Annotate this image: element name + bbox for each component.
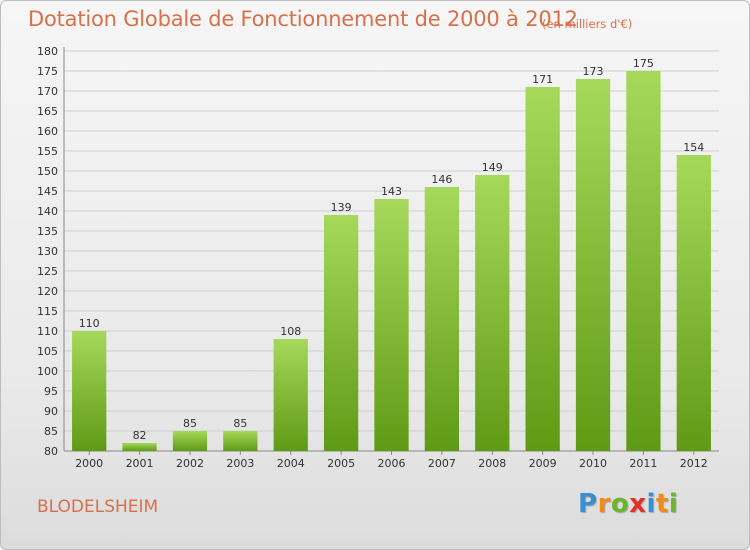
y-tick-label: 165 (37, 105, 58, 118)
logo-letter: P (578, 489, 598, 519)
x-tick-label: 2006 (378, 457, 406, 470)
bar (223, 431, 258, 451)
x-tick-label: 2004 (277, 457, 305, 470)
bar (323, 215, 359, 451)
x-tick-label: 2005 (327, 457, 355, 470)
proxiti-logo: Proxiti (578, 489, 678, 519)
bar (122, 443, 157, 451)
bar (575, 79, 611, 451)
logo-letter: o (610, 489, 630, 519)
bar-value-label: 82 (133, 429, 147, 442)
x-tick-label: 2009 (529, 457, 557, 470)
bar-value-label: 146 (431, 173, 452, 186)
bar-value-label: 108 (280, 325, 301, 338)
bar (374, 199, 409, 451)
data-labels: 110 82 85 85 108 139 143 146 149 171 173 175 154 (79, 57, 705, 442)
bar (72, 331, 107, 451)
y-tick-label: 155 (37, 145, 58, 158)
y-tick-label: 125 (37, 265, 58, 278)
chart-title: Dotation Globale de Fonctionnement de 20… (28, 7, 578, 31)
unit-note: (en milliers d'€) (542, 17, 633, 31)
y-tick-label: 90 (44, 405, 58, 418)
y-tick-label: 100 (37, 365, 58, 378)
bar-value-label: 171 (532, 73, 553, 86)
bar-value-label: 175 (633, 57, 654, 70)
bar-value-label: 85 (233, 417, 247, 430)
x-tick-label: 2010 (579, 457, 607, 470)
bar (525, 87, 560, 451)
logo-letter: x (629, 489, 647, 519)
bar-value-label: 139 (331, 201, 352, 214)
bars (72, 71, 711, 451)
bar (273, 339, 308, 451)
y-tick-label: 140 (37, 205, 58, 218)
bar (626, 71, 661, 451)
y-tick-label: 110 (37, 325, 58, 338)
bar-value-label: 154 (683, 141, 704, 154)
y-tick-label: 130 (37, 245, 58, 258)
x-tick-label: 2007 (428, 457, 456, 470)
y-tick-label: 180 (37, 45, 58, 58)
x-tick-label: 2000 (75, 457, 103, 470)
logo-letter: t (655, 489, 669, 519)
logo-letter: i (668, 489, 679, 519)
y-tick-label: 80 (44, 445, 58, 458)
bar-value-label: 143 (381, 185, 402, 198)
x-tick-label: 2008 (478, 457, 506, 470)
x-tick-label: 2001 (126, 457, 154, 470)
logo-letter: i (646, 489, 656, 519)
x-tick-label: 2011 (629, 457, 657, 470)
y-tick-label: 175 (37, 65, 58, 78)
y-tick-label: 150 (37, 165, 58, 178)
commune-name: BLODELSHEIM (37, 497, 159, 517)
y-tick-label: 120 (37, 285, 58, 298)
x-tick-label: 2003 (226, 457, 254, 470)
bar (676, 155, 711, 451)
y-tick-label: 85 (44, 425, 58, 438)
x-tick-labels: 2000 2001 2002 2003 2004 2005 2006 2007 2008 2009… (75, 457, 708, 470)
bar-value-label: 110 (79, 317, 100, 330)
y-tick-label: 145 (37, 185, 58, 198)
y-tick-label: 170 (37, 85, 58, 98)
y-tick-label: 135 (37, 225, 58, 238)
bar-value-label: 173 (583, 65, 604, 78)
bar-value-label: 85 (183, 417, 197, 430)
x-tick-label: 2002 (176, 457, 204, 470)
y-tick-label: 160 (37, 125, 58, 138)
bar (475, 175, 510, 451)
logo-letter: r (597, 489, 611, 519)
y-tick-label: 95 (44, 385, 58, 398)
y-tick-label: 105 (37, 345, 58, 358)
y-tick-label: 115 (37, 305, 58, 318)
bar-value-label: 149 (482, 161, 503, 174)
x-tick-label: 2012 (680, 457, 708, 470)
bar (172, 431, 208, 451)
y-tick-labels: 80 85 90 95 100 105 110 115 120 125 130 135 140 145 15… (37, 45, 58, 458)
bar (424, 187, 460, 451)
